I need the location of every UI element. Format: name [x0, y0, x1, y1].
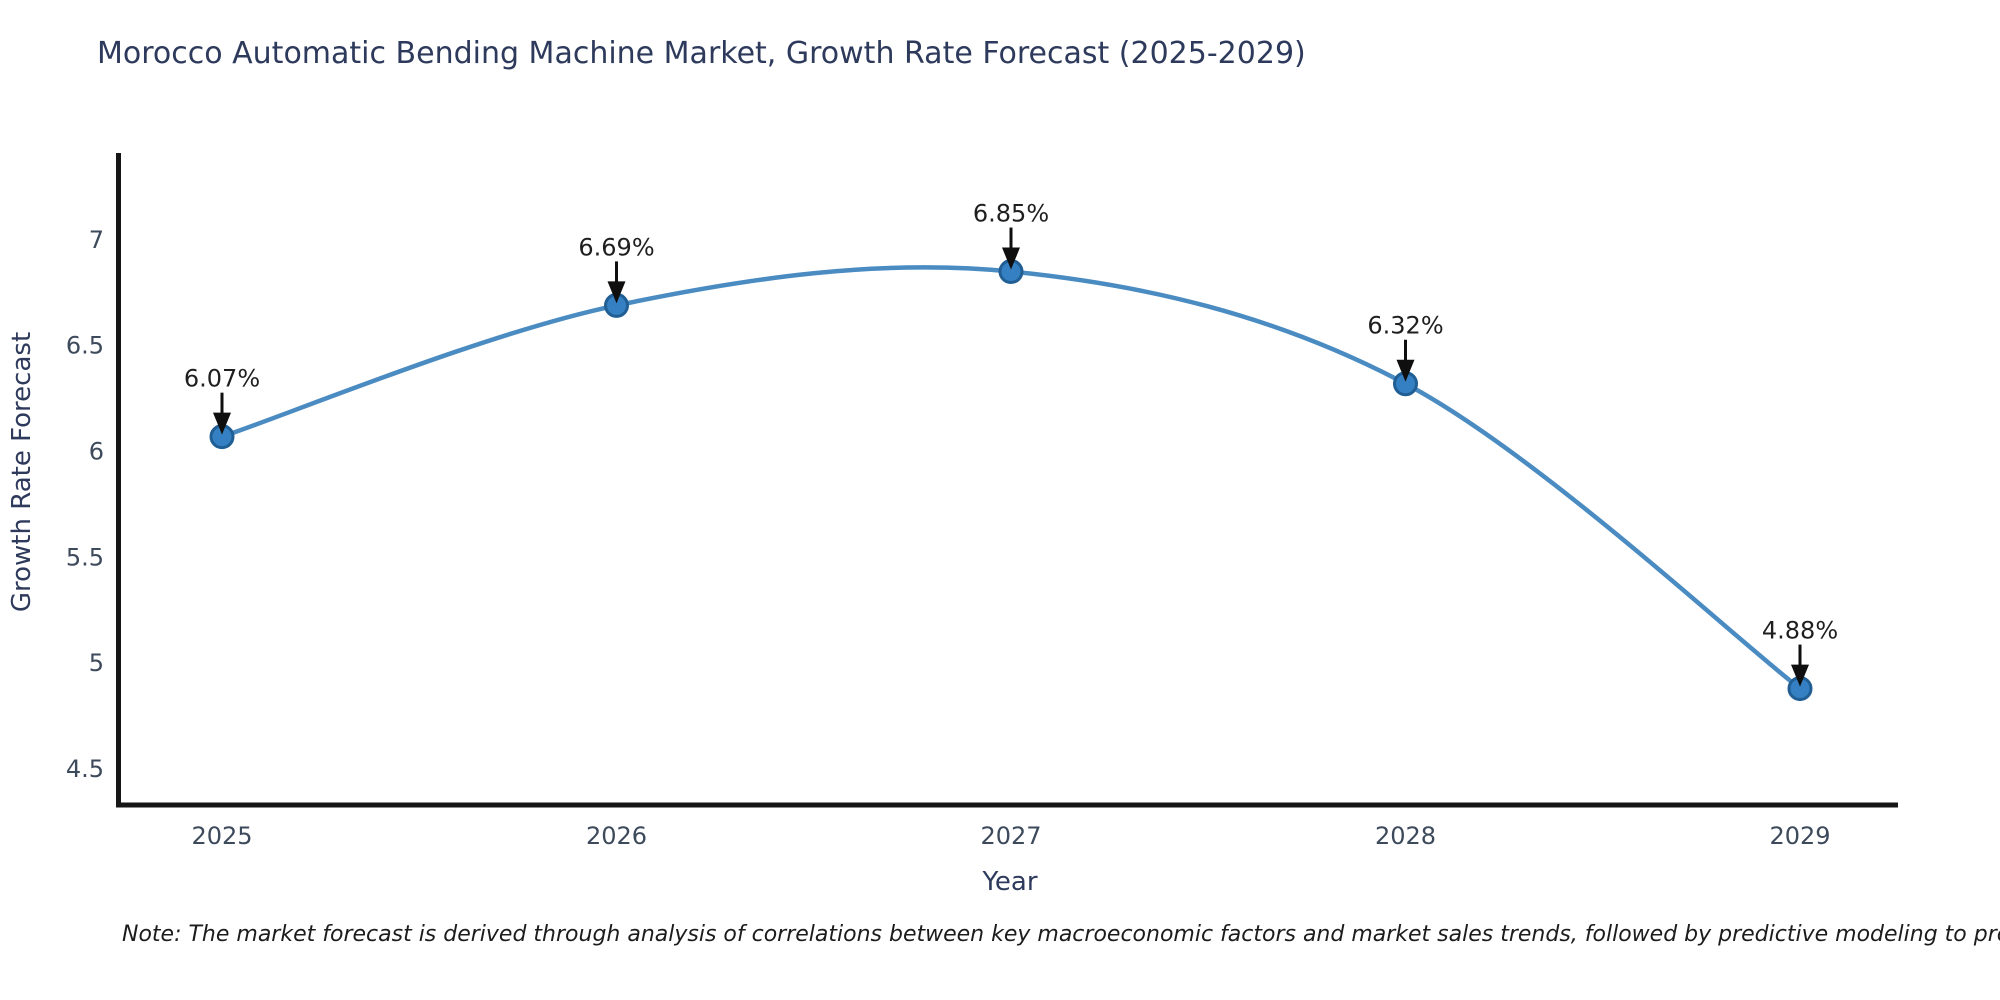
y-tick-label: 7 — [89, 226, 104, 254]
y-tick-label: 5 — [89, 649, 104, 677]
annotation-arrowhead — [1791, 664, 1809, 687]
x-axis-title: Year — [981, 867, 1037, 897]
annotation-arrowhead — [1396, 359, 1415, 382]
x-tick-label: 2028 — [1375, 822, 1436, 850]
data-point-label: 6.07% — [184, 365, 260, 393]
y-tick-label: 4.5 — [66, 755, 104, 783]
x-tick-label: 2025 — [191, 822, 252, 850]
footnote: Note: The market forecast is derived thr… — [122, 922, 2000, 947]
forecast-line — [219, 265, 1803, 691]
annotation-arrowhead — [213, 412, 231, 435]
x-tick-label: 2026 — [586, 822, 647, 850]
data-point-label: 6.32% — [1367, 312, 1443, 340]
chart-title: Morocco Automatic Bending Machine Market… — [97, 36, 1306, 71]
x-tick-label: 2029 — [1769, 822, 1830, 850]
y-tick-label: 6 — [89, 437, 104, 465]
data-point-label: 4.88% — [1762, 617, 1838, 645]
y-axis-title: Growth Rate Forecast — [7, 332, 37, 612]
annotation-arrowhead — [607, 281, 626, 304]
y-tick-label: 5.5 — [66, 543, 104, 571]
y-tick-label: 6.5 — [66, 332, 104, 360]
annotation-arrowhead — [1002, 247, 1020, 270]
x-tick-label: 2027 — [980, 822, 1041, 850]
data-point-label: 6.69% — [578, 233, 654, 261]
data-point-label: 6.85% — [973, 200, 1049, 228]
